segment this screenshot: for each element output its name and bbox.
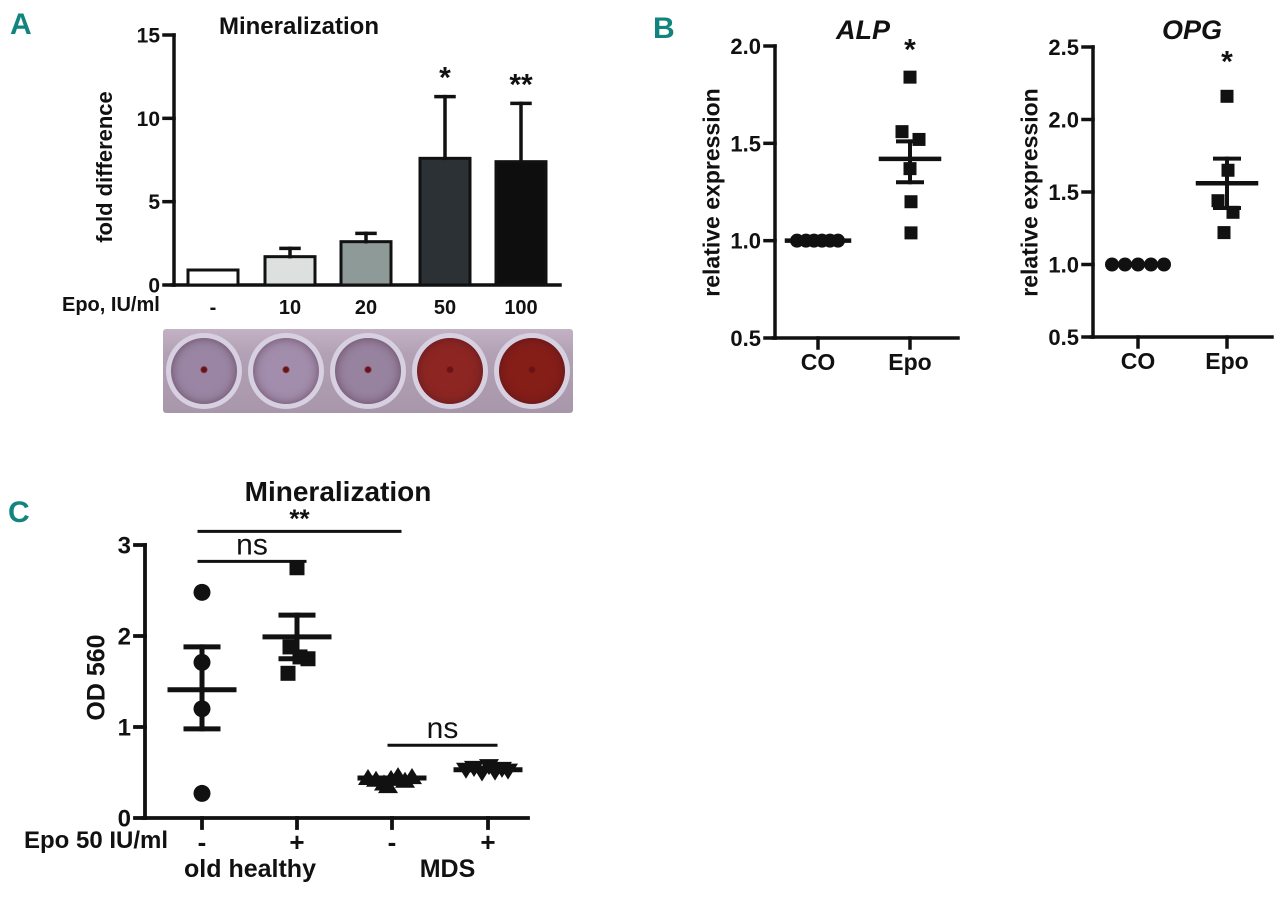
panel-b-label: B bbox=[653, 12, 675, 45]
significance-label: ns bbox=[236, 528, 268, 561]
data-point-square bbox=[895, 125, 909, 139]
significance-star: ** bbox=[509, 68, 533, 101]
category-label: + bbox=[289, 827, 304, 857]
stained-well bbox=[166, 333, 242, 409]
stained-well bbox=[248, 333, 324, 409]
category-label: CO bbox=[801, 349, 836, 375]
category-label: + bbox=[480, 827, 495, 857]
significance-star: * bbox=[1221, 46, 1233, 79]
panel-a-chart-title: Mineralization bbox=[218, 13, 380, 40]
bar bbox=[494, 160, 548, 287]
bar bbox=[418, 156, 472, 287]
data-point-circle bbox=[193, 784, 211, 802]
chart-alp: 0.5 1.0 1.5 2.0 CO Epo * bbox=[730, 34, 960, 375]
panel-c-label: C bbox=[8, 496, 30, 529]
alizarin-wells-photo bbox=[163, 329, 573, 413]
stained-well bbox=[330, 333, 406, 409]
category-label: 100 bbox=[504, 297, 537, 319]
category-label: 10 bbox=[279, 297, 301, 319]
y-tick-label: 2.5 bbox=[1048, 35, 1079, 60]
bar bbox=[186, 268, 240, 287]
significance-star: * bbox=[904, 34, 916, 67]
y-tick-label: 15 bbox=[137, 25, 161, 48]
data-point-square bbox=[1211, 194, 1225, 208]
chart-opg: 0.5 1.0 1.5 2.0 2.5 CO Epo * bbox=[1048, 35, 1274, 374]
data-point-triangle-up bbox=[378, 777, 398, 794]
y-tick-label: 5 bbox=[148, 191, 160, 214]
y-tick-label: 0.5 bbox=[730, 326, 761, 351]
y-tick-label: 3 bbox=[118, 533, 131, 560]
y-tick-label: 2 bbox=[118, 624, 131, 651]
panel-c-chart-title: Mineralization bbox=[244, 476, 432, 507]
y-tick-label: 1 bbox=[118, 715, 131, 742]
bar bbox=[339, 240, 393, 287]
y-tick-label: 2.0 bbox=[1048, 107, 1079, 132]
stained-well bbox=[494, 333, 570, 409]
data-point-square bbox=[280, 665, 296, 681]
stained-well-center bbox=[171, 338, 237, 404]
panel-a-label: A bbox=[10, 8, 32, 41]
group-label-mds: MDS bbox=[419, 855, 476, 883]
panel-a-x-axis-label: Epo, IU/ml bbox=[62, 294, 160, 316]
data-point-square bbox=[289, 560, 305, 576]
group-label-old-healthy: old healthy bbox=[184, 855, 316, 883]
y-tick-label: 1.0 bbox=[1048, 252, 1079, 277]
category-label: - bbox=[388, 827, 397, 857]
stained-well bbox=[412, 333, 488, 409]
data-point-circle bbox=[1131, 257, 1145, 272]
chart-c: 0 1 2 3 - + - + ns ** ns bbox=[118, 503, 530, 857]
y-tick-label: 0 bbox=[148, 275, 160, 298]
data-point-circle bbox=[1105, 257, 1119, 272]
category-label: - bbox=[198, 827, 207, 857]
panel-c-x-axis-label: Epo 50 IU/ml bbox=[24, 827, 169, 854]
opg-chart-title: OPG bbox=[1161, 15, 1222, 45]
stained-well-center bbox=[335, 338, 401, 404]
y-tick-label: 10 bbox=[137, 108, 160, 131]
y-tick-label: 0.5 bbox=[1048, 325, 1079, 350]
alp-chart-title: ALP bbox=[836, 15, 890, 45]
category-label: 50 bbox=[434, 297, 456, 319]
data-point-circle bbox=[1144, 257, 1158, 272]
data-point-circle bbox=[1157, 257, 1171, 272]
data-point-circle bbox=[1118, 257, 1132, 272]
category-label: - bbox=[210, 297, 217, 319]
category-label: CO bbox=[1121, 348, 1156, 374]
data-point-square bbox=[903, 70, 917, 84]
significance-star: * bbox=[439, 62, 451, 95]
y-tick-label: 1.5 bbox=[730, 131, 761, 156]
y-tick-label: 2.0 bbox=[730, 34, 761, 59]
y-tick-label: 0 bbox=[118, 806, 131, 833]
y-tick-label: 1.5 bbox=[1048, 180, 1079, 205]
bar bbox=[263, 255, 317, 287]
significance-label: ns bbox=[427, 712, 459, 745]
category-label: 20 bbox=[355, 297, 377, 319]
stained-well-center bbox=[417, 338, 483, 404]
data-point-square bbox=[904, 226, 918, 240]
data-point-square bbox=[1217, 226, 1231, 240]
stained-well-center bbox=[499, 338, 565, 404]
category-label: Epo bbox=[888, 349, 931, 375]
category-label: Epo bbox=[1205, 348, 1248, 374]
data-point-circle bbox=[193, 583, 211, 601]
stained-well-center bbox=[253, 338, 319, 404]
significance-label: ** bbox=[289, 503, 310, 533]
y-tick-label: 1.0 bbox=[730, 229, 761, 254]
data-point-square bbox=[904, 195, 918, 209]
data-point-square bbox=[1220, 89, 1234, 103]
